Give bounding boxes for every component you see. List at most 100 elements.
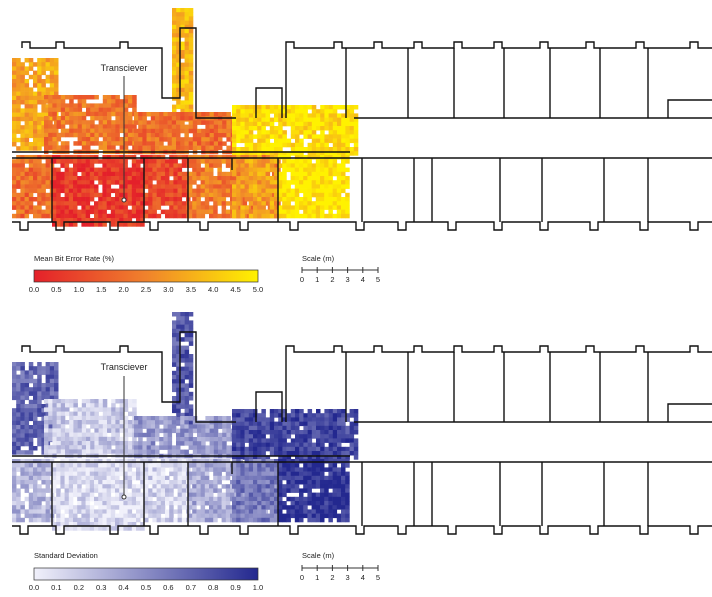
heat-cell	[290, 159, 296, 164]
heat-cell	[142, 420, 147, 425]
heat-cell	[209, 167, 214, 173]
heat-cell	[69, 107, 74, 113]
heat-cell	[41, 471, 46, 477]
heat-cell	[41, 125, 46, 130]
heat-cell	[218, 416, 223, 421]
heat-cell	[37, 180, 42, 185]
heat-cell	[269, 513, 275, 519]
heat-cell	[169, 459, 174, 464]
heat-cell	[132, 124, 137, 129]
heat-cell	[303, 417, 308, 422]
heat-cell	[41, 509, 46, 514]
heat-cell	[176, 316, 181, 321]
heat-cell	[115, 432, 120, 438]
heat-cell	[217, 501, 222, 506]
heat-cell	[196, 484, 201, 489]
heat-cell	[295, 409, 300, 414]
heat-cell	[353, 121, 359, 127]
heat-cell	[286, 475, 291, 481]
heat-cell	[349, 451, 355, 456]
heat-cell	[213, 176, 218, 181]
heat-cell	[45, 366, 51, 371]
heat-cell	[197, 137, 202, 142]
heat-cell	[52, 145, 57, 150]
heat-cell	[33, 488, 38, 493]
heat-cell	[85, 467, 91, 472]
heat-cell	[218, 120, 223, 125]
heat-cell	[45, 395, 51, 401]
heat-cell	[172, 370, 177, 376]
heat-cell	[123, 432, 129, 438]
heat-cell	[295, 421, 300, 427]
heat-cell	[232, 455, 237, 460]
heat-cell	[89, 205, 95, 210]
colorbar-tick-label: 4.0	[208, 285, 218, 294]
heat-cell	[98, 407, 104, 412]
colorbar-title: Mean Bit Error Rate (%)	[34, 254, 115, 263]
heat-cell	[176, 412, 181, 418]
heat-cell	[176, 137, 181, 142]
heat-cell	[315, 505, 321, 510]
heat-cell	[172, 396, 177, 401]
heat-cell	[332, 496, 338, 502]
heat-cell	[41, 121, 46, 126]
heat-cell	[107, 141, 112, 146]
heat-cell	[171, 449, 177, 455]
heat-cell	[37, 184, 42, 189]
heat-cell	[184, 137, 189, 142]
heat-cell	[64, 509, 70, 514]
heat-cell	[165, 159, 170, 164]
heat-cell	[225, 459, 231, 464]
heat-cell	[265, 455, 271, 460]
heat-cell	[24, 374, 30, 380]
heat-cell	[85, 184, 91, 189]
heat-cell	[24, 201, 30, 206]
heat-cell	[307, 442, 313, 448]
heat-cell	[52, 213, 57, 219]
heat-cell	[123, 213, 128, 219]
heat-cell	[65, 145, 70, 150]
heat-cell	[269, 430, 275, 435]
heat-cell	[320, 438, 325, 443]
heat-cell	[213, 213, 218, 219]
heat-cell	[24, 412, 30, 417]
heat-cell	[188, 108, 194, 114]
heat-cell	[265, 134, 271, 139]
heat-cell	[226, 137, 231, 142]
heat-cell	[33, 79, 38, 84]
heat-cell	[184, 416, 189, 421]
heat-cell	[188, 120, 194, 125]
heat-cell	[142, 128, 147, 134]
heat-cell	[295, 147, 300, 152]
heat-cell	[33, 463, 38, 468]
heat-cell	[307, 430, 313, 435]
heat-cell	[102, 99, 108, 104]
heat-cell	[257, 105, 262, 110]
heat-cell	[119, 141, 125, 146]
heat-cell	[176, 133, 181, 138]
heat-cell	[316, 455, 321, 460]
heat-cell	[200, 492, 206, 498]
heat-cell	[299, 459, 304, 464]
heat-cell	[98, 192, 103, 198]
heat-cell	[244, 434, 250, 439]
heat-cell	[28, 374, 34, 380]
heat-cell	[192, 488, 197, 493]
heat-cell	[159, 120, 164, 125]
heat-cell	[45, 480, 51, 485]
heat-cell	[54, 58, 59, 63]
heat-cell	[127, 475, 133, 481]
heat-cell	[152, 188, 157, 194]
heat-cell	[44, 441, 49, 446]
heat-cell	[169, 167, 174, 173]
heat-cell	[172, 104, 177, 110]
heat-cell	[265, 188, 271, 194]
heat-cell	[337, 455, 342, 460]
heat-cell	[98, 209, 103, 215]
heat-cell	[24, 66, 30, 71]
heat-cell	[60, 522, 65, 527]
heat-cell	[240, 505, 245, 510]
heat-cell	[169, 509, 174, 514]
heat-cell	[140, 205, 145, 210]
heat-cell	[336, 163, 342, 168]
